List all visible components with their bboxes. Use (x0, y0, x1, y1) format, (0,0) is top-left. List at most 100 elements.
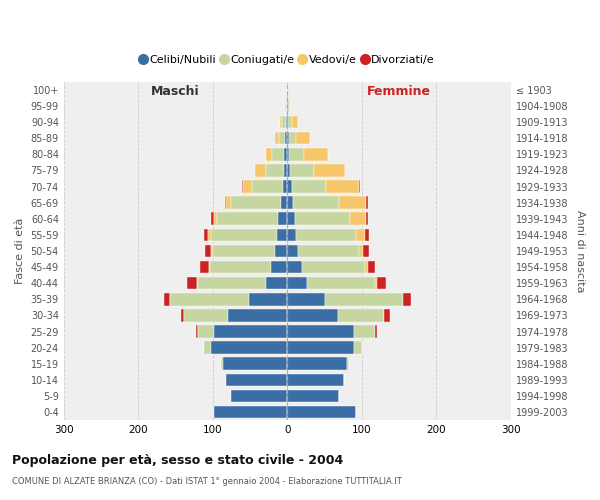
Bar (205, 244, 211, 258)
Bar (230, 390, 287, 402)
Bar (354, 342, 362, 354)
Bar (292, 180, 326, 193)
Bar (281, 196, 287, 209)
Bar (283, 180, 287, 193)
Bar (288, 116, 292, 128)
Y-axis label: Anni di nascita: Anni di nascita (575, 210, 585, 292)
Bar (292, 116, 298, 128)
Bar (290, 164, 314, 176)
Bar (242, 180, 251, 193)
Bar (287, 100, 289, 112)
Bar (286, 100, 287, 112)
Bar (198, 325, 214, 338)
Bar (275, 244, 287, 258)
Bar (214, 212, 217, 225)
Bar (347, 358, 349, 370)
Bar (287, 180, 292, 193)
Bar (368, 261, 375, 274)
Bar (298, 244, 359, 258)
Bar (287, 390, 340, 402)
Bar (277, 228, 287, 241)
Legend: Celibi/Nubili, Coniugati/e, Vedovi/e, Divorziati/e: Celibi/Nubili, Coniugati/e, Vedovi/e, Di… (136, 50, 439, 70)
Bar (266, 148, 272, 160)
Bar (340, 196, 366, 209)
Bar (211, 212, 214, 225)
Bar (181, 309, 184, 322)
Bar (354, 325, 375, 338)
Bar (314, 164, 346, 176)
Text: Femmine: Femmine (367, 85, 431, 98)
Bar (293, 196, 340, 209)
Bar (266, 164, 284, 176)
Bar (287, 358, 347, 370)
Bar (204, 228, 208, 241)
Bar (196, 325, 198, 338)
Bar (295, 212, 350, 225)
Bar (287, 164, 290, 176)
Bar (287, 309, 338, 322)
Bar (284, 164, 287, 176)
Bar (287, 374, 344, 386)
Bar (296, 228, 356, 241)
Bar (226, 374, 287, 386)
Bar (287, 228, 296, 241)
Bar (224, 196, 226, 209)
Bar (287, 406, 356, 418)
Bar (307, 277, 375, 289)
Y-axis label: Fasce di età: Fasce di età (15, 218, 25, 284)
Bar (287, 116, 288, 128)
Bar (204, 342, 211, 354)
Bar (278, 212, 287, 225)
Bar (227, 309, 287, 322)
Bar (214, 325, 287, 338)
Bar (282, 116, 286, 128)
Bar (287, 277, 307, 289)
Bar (384, 309, 390, 322)
Bar (287, 132, 289, 144)
Bar (287, 293, 325, 306)
Bar (198, 277, 266, 289)
Bar (326, 180, 359, 193)
Bar (375, 325, 377, 338)
Bar (275, 132, 279, 144)
Bar (325, 293, 403, 306)
Bar (302, 261, 365, 274)
Bar (251, 180, 283, 193)
Bar (365, 228, 369, 241)
Bar (184, 309, 227, 322)
Bar (255, 164, 266, 176)
Bar (356, 228, 365, 241)
Bar (365, 261, 368, 274)
Bar (359, 180, 360, 193)
Bar (211, 228, 277, 241)
Bar (248, 293, 287, 306)
Bar (211, 342, 287, 354)
Text: Maschi: Maschi (151, 85, 200, 98)
Bar (287, 244, 298, 258)
Bar (287, 148, 289, 160)
Bar (285, 100, 286, 112)
Bar (287, 261, 302, 274)
Bar (366, 196, 368, 209)
Text: COMUNE DI ALZATE BRIANZA (CO) - Dati ISTAT 1° gennaio 2004 - Elaborazione TUTTIT: COMUNE DI ALZATE BRIANZA (CO) - Dati IST… (12, 478, 402, 486)
Bar (213, 244, 275, 258)
Bar (403, 293, 411, 306)
Bar (284, 148, 287, 160)
Text: Popolazione per età, sesso e stato civile - 2004: Popolazione per età, sesso e stato civil… (12, 454, 343, 467)
Bar (217, 212, 278, 225)
Bar (226, 196, 230, 209)
Bar (164, 293, 170, 306)
Bar (272, 148, 284, 160)
Bar (280, 116, 282, 128)
Bar (197, 277, 198, 289)
Bar (287, 212, 295, 225)
Bar (214, 406, 287, 418)
Bar (304, 148, 328, 160)
Bar (266, 277, 287, 289)
Bar (287, 325, 354, 338)
Bar (209, 261, 210, 274)
Bar (221, 358, 223, 370)
Bar (289, 148, 304, 160)
Bar (208, 228, 211, 241)
Bar (230, 196, 281, 209)
